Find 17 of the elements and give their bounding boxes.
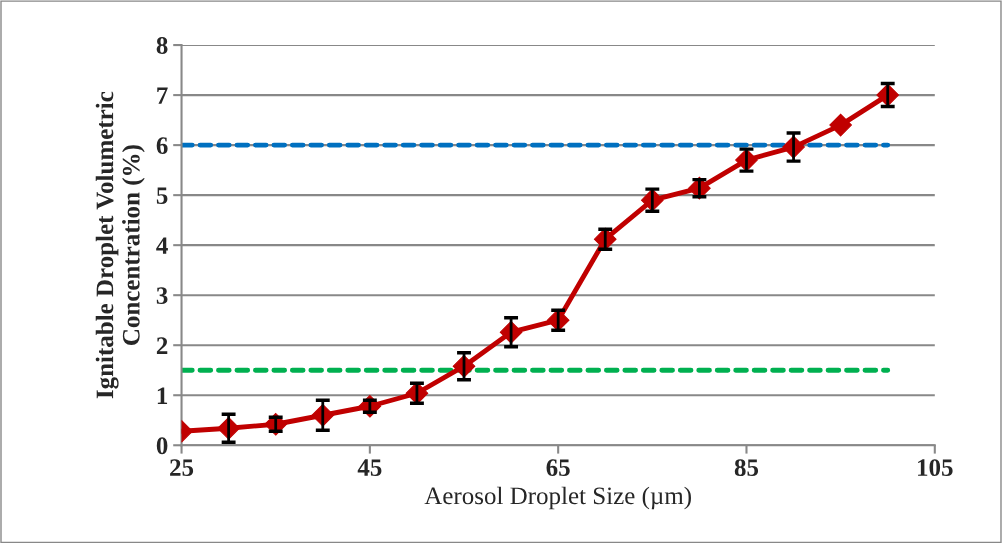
y-tick-label: 1 (157, 387, 168, 404)
y-tick-label: 2 (156, 337, 168, 354)
point (829, 113, 852, 137)
y-tick-label: 5 (156, 187, 168, 205)
x-tick-label: 45 (357, 459, 382, 477)
x-tick-label: 85 (734, 459, 759, 477)
y-axis-title: Ignitable Droplet Volumetric Concentration (%) (95, 91, 145, 399)
x-tick-label: 25 (170, 459, 194, 477)
y-tick-label: 8 (156, 37, 168, 54)
y-tick-label: 4 (156, 237, 168, 254)
y-tick-label: 0 (156, 437, 168, 455)
y-tick-label: 3 (156, 287, 168, 305)
y-tick-label: 6 (156, 137, 168, 155)
x-tick-label: 105 (918, 459, 953, 477)
x-axis-title: Aerosol Droplet Size (µm) (424, 486, 691, 510)
y-tick-label: 7 (157, 87, 168, 104)
x-tick-label: 65 (546, 459, 570, 477)
